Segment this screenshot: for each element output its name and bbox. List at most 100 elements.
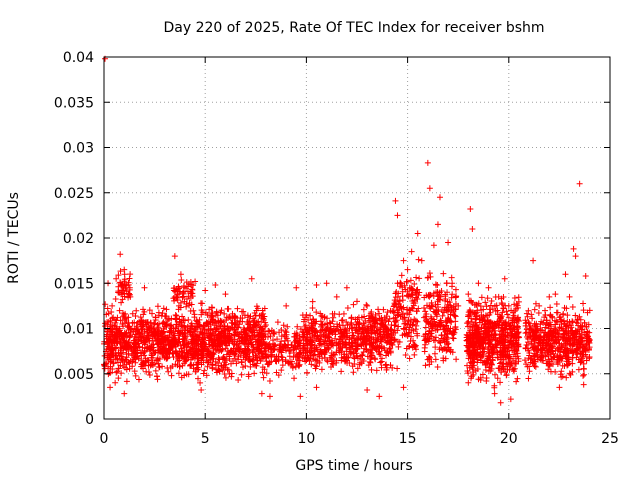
data-point	[358, 330, 365, 337]
data-point	[161, 320, 168, 327]
data-point	[526, 334, 533, 341]
data-point	[306, 336, 313, 343]
data-point	[351, 354, 358, 361]
data-point	[444, 298, 451, 305]
data-point	[295, 363, 302, 370]
data-point	[342, 334, 349, 341]
data-point	[334, 323, 341, 330]
data-point	[343, 354, 350, 361]
data-point	[189, 352, 196, 359]
data-point	[545, 356, 552, 363]
data-point	[466, 307, 473, 314]
data-point	[427, 313, 434, 320]
data-point	[309, 330, 316, 337]
data-point	[206, 334, 213, 341]
data-point	[273, 357, 280, 364]
data-point	[452, 318, 459, 325]
data-point	[152, 367, 159, 374]
data-point	[443, 322, 450, 329]
data-point	[524, 339, 531, 346]
data-point	[513, 346, 520, 353]
data-point	[408, 248, 415, 255]
data-point	[275, 372, 282, 379]
data-point	[560, 341, 567, 348]
data-point	[113, 369, 120, 376]
data-point	[221, 359, 228, 366]
data-point	[247, 358, 254, 365]
data-point	[526, 352, 533, 359]
data-point	[546, 293, 553, 300]
data-point	[525, 307, 532, 314]
data-point	[260, 374, 267, 381]
data-point	[430, 242, 437, 249]
data-point	[544, 347, 551, 354]
data-point	[179, 362, 186, 369]
data-point	[313, 282, 320, 289]
y-tick-label: 0.02	[63, 231, 94, 247]
data-point	[316, 353, 323, 360]
data-point	[475, 376, 482, 383]
data-point	[397, 280, 404, 287]
data-point	[571, 331, 578, 338]
data-point	[205, 359, 212, 366]
data-point	[575, 356, 582, 363]
data-point	[222, 291, 229, 298]
data-point	[131, 368, 138, 375]
data-point	[395, 338, 402, 345]
data-point	[514, 350, 521, 357]
data-point	[466, 329, 473, 336]
data-point	[468, 334, 475, 341]
data-point	[536, 302, 543, 309]
data-point	[556, 355, 563, 362]
data-point	[531, 362, 538, 369]
data-point	[400, 257, 407, 264]
data-point	[331, 310, 338, 317]
data-point	[394, 365, 401, 372]
data-point	[487, 309, 494, 316]
data-point	[470, 356, 477, 363]
data-point	[383, 366, 390, 373]
data-point	[423, 311, 430, 318]
data-point	[314, 333, 321, 340]
data-point	[364, 387, 371, 394]
data-point	[226, 313, 233, 320]
data-point	[442, 333, 449, 340]
y-tick-label: 0.005	[54, 367, 94, 383]
data-point	[160, 325, 167, 332]
data-point	[514, 315, 521, 322]
data-point	[553, 359, 560, 366]
data-point	[310, 355, 317, 362]
data-point	[117, 251, 124, 258]
data-point	[471, 311, 478, 318]
data-point	[465, 370, 472, 377]
data-point	[338, 368, 345, 375]
data-point	[127, 293, 134, 300]
y-axis-label: ROTI / TECUs	[6, 192, 22, 284]
data-point	[125, 279, 132, 286]
data-point	[333, 357, 340, 364]
data-point	[545, 340, 552, 347]
data-point	[545, 366, 552, 373]
data-point	[266, 377, 273, 384]
data-point	[563, 358, 570, 365]
data-point	[559, 325, 566, 332]
data-point	[569, 341, 576, 348]
data-point	[340, 340, 347, 347]
data-point	[368, 366, 375, 373]
data-point	[573, 336, 580, 343]
data-point	[178, 374, 185, 381]
data-point	[169, 363, 176, 370]
data-point	[422, 362, 429, 369]
data-point	[373, 367, 380, 374]
data-point	[383, 361, 390, 368]
data-point	[321, 349, 328, 356]
data-point	[112, 379, 119, 386]
data-point	[532, 323, 539, 330]
data-point	[193, 340, 200, 347]
data-point	[586, 344, 593, 351]
data-point	[478, 307, 485, 314]
data-point	[367, 323, 374, 330]
data-point	[556, 384, 563, 391]
data-point	[481, 321, 488, 328]
data-point	[399, 288, 406, 295]
